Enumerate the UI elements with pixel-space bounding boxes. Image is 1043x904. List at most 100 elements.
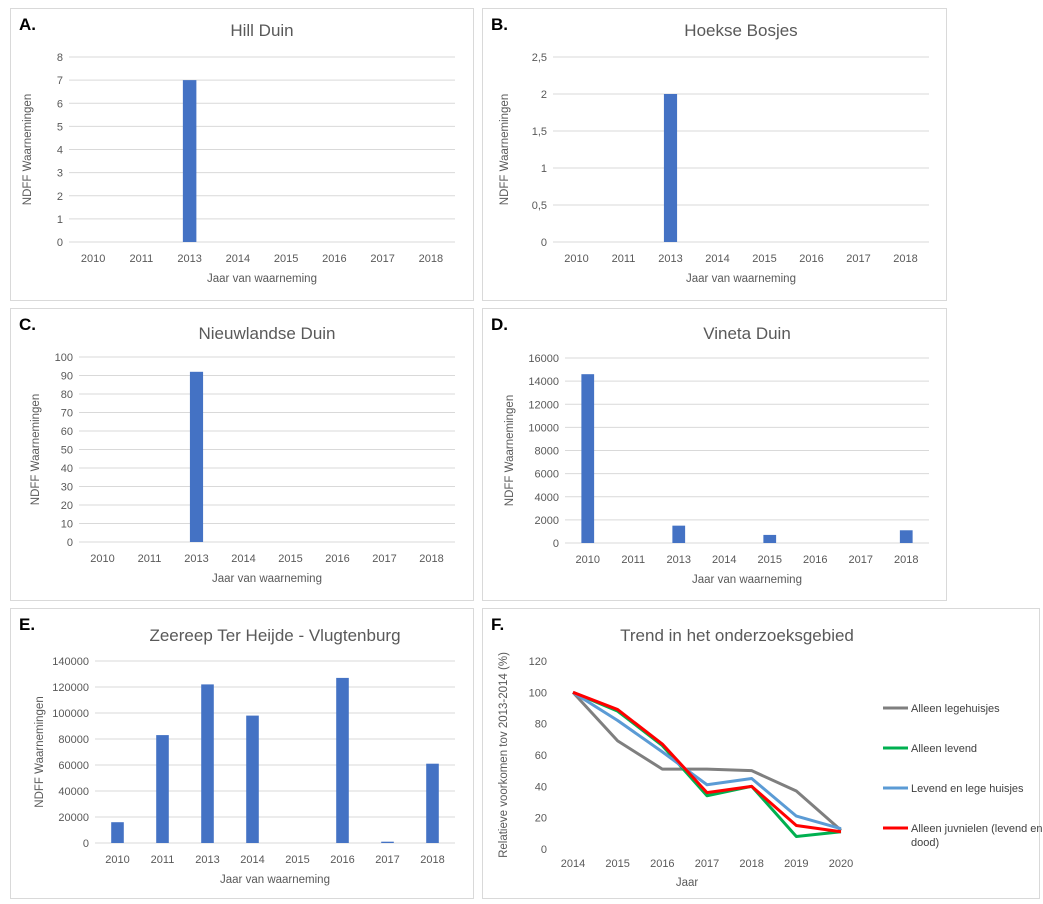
- x-tick-label: 2017: [849, 554, 873, 566]
- chart-title: Trend in het onderzoeksgebied: [620, 626, 854, 645]
- y-tick-label: 1: [541, 163, 547, 175]
- y-tick-label: 6: [57, 98, 63, 110]
- x-tick-label: 2017: [375, 854, 399, 866]
- x-tick-label: 2010: [81, 253, 105, 265]
- chart-svg: Vineta Duin 0 2000 4000 6000 8000 10000 12000 14…: [504, 324, 929, 586]
- x-tick-label: 2019: [784, 858, 808, 870]
- x-tick-label: 2018: [420, 854, 444, 866]
- y-tick-label: 2: [541, 89, 547, 101]
- x-tick-label: 2016: [803, 554, 827, 566]
- chart-panel-vineta-duin: D. Vineta Duin 0 2000 4000 6000 8000 10000 12000…: [482, 308, 947, 601]
- y-tick-label: 0: [553, 538, 559, 550]
- x-tick-label: 2014: [231, 553, 255, 565]
- y-axis-label: NDFF Waarnemingen: [504, 395, 516, 506]
- x-tick-label: 2018: [419, 253, 443, 265]
- x-tick-label: 2016: [325, 553, 349, 565]
- bar-2016: [336, 677, 349, 843]
- panel-letter: B.: [491, 15, 508, 34]
- x-tick-label: 2016: [330, 854, 354, 866]
- x-tick-label: 2010: [105, 854, 129, 866]
- chart-title: Hill Duin: [230, 21, 293, 40]
- chart-panel-zeereep: E. Zeereep Ter Heijde - Vlugtenburg 0 20000…: [10, 608, 474, 899]
- legend-label-line: Alleen juvnielen (levend en: [911, 823, 1042, 835]
- y-tick-label: 2: [57, 191, 63, 203]
- chart-panel-hill-duin: A. Hill Duin 0 1 2 3 4 5 6 7 8 NDFF Waarnemingen 201…: [10, 8, 474, 301]
- x-tick-label: 2013: [667, 554, 691, 566]
- y-tick-label: 90: [61, 371, 73, 383]
- x-tick-label: 2013: [195, 854, 219, 866]
- chart-title: Zeereep Ter Heijde - Vlugtenburg: [149, 626, 400, 645]
- series-line-alleen-levend: [572, 690, 842, 838]
- x-tick-label: 2017: [846, 253, 870, 265]
- series-line-alleen-juvnielen-levend-en-dood: [572, 690, 842, 834]
- panel-letter: A.: [19, 15, 36, 34]
- x-tick-label: 2017: [372, 553, 396, 565]
- y-tick-label: 12000: [528, 399, 559, 411]
- y-tick-label: 40: [535, 781, 547, 793]
- x-tick-label: 2015: [605, 858, 629, 870]
- y-tick-label: 8000: [535, 446, 559, 458]
- x-tick-label: 2014: [712, 554, 736, 566]
- bar-2013: [182, 80, 197, 242]
- y-tick-label: 3: [57, 168, 63, 180]
- legend-label: Alleen levend: [911, 743, 977, 755]
- x-tick-label: 2014: [705, 253, 729, 265]
- bar-2013: [672, 525, 686, 543]
- chart-svg: Nieuwlandse Duin 0 10 20 30 40 50 60 70 80 90 100 ND…: [30, 324, 455, 585]
- panel-letter: F.: [491, 615, 505, 634]
- chart-svg: Zeereep Ter Heijde - Vlugtenburg 0 20000 40…: [34, 626, 455, 886]
- y-tick-label: 0: [67, 537, 73, 549]
- y-tick-label: 60: [61, 426, 73, 438]
- y-tick-label: 16000: [528, 353, 559, 365]
- x-tick-label: 2018: [739, 858, 763, 870]
- y-tick-label: 20: [535, 813, 547, 825]
- y-tick-label: 120: [529, 656, 547, 668]
- x-axis-label: Jaar van waarneming: [220, 874, 330, 886]
- y-tick-label: 20: [61, 500, 73, 512]
- chart-svg: Hill Duin 0 1 2 3 4 5 6 7 8 NDFF Waarnemingen 2010 2…: [22, 21, 455, 285]
- x-tick-label: 2017: [370, 253, 394, 265]
- x-tick-label: 2018: [893, 253, 917, 265]
- x-tick-label: 2014: [226, 253, 250, 265]
- chart-title: Nieuwlandse Duin: [198, 324, 335, 343]
- bar-2010: [581, 374, 595, 543]
- y-tick-label: 100: [55, 352, 73, 364]
- bar-2013: [663, 94, 678, 242]
- y-tick-label: 5: [57, 121, 63, 133]
- panel-letter: E.: [19, 615, 36, 634]
- y-tick-label: 1: [57, 214, 63, 226]
- y-tick-label: 40000: [58, 786, 89, 798]
- x-tick-label: 2014: [561, 858, 585, 870]
- y-tick-label: 20000: [58, 812, 89, 824]
- x-tick-label: 2011: [612, 253, 636, 265]
- x-tick-label: 2011: [138, 553, 162, 565]
- bar-2011: [156, 735, 169, 843]
- y-tick-label: 1,5: [532, 126, 547, 138]
- series-line-levend-en-lege-huisjes: [572, 691, 842, 831]
- legend-label: Levend en lege huisjes: [911, 783, 1024, 795]
- bar-2014: [246, 715, 259, 843]
- x-tick-label: 2011: [130, 253, 154, 265]
- bar-2013: [201, 684, 214, 843]
- bar-2018: [899, 530, 913, 543]
- y-tick-label: 6000: [535, 469, 559, 481]
- y-tick-label: 0: [541, 237, 547, 249]
- x-tick-label: 2015: [758, 554, 782, 566]
- x-tick-label: 2015: [285, 854, 309, 866]
- panel-letter: C.: [19, 315, 36, 334]
- x-tick-label: 2013: [177, 253, 201, 265]
- x-tick-label: 2020: [829, 858, 853, 870]
- y-tick-label: 50: [61, 445, 73, 457]
- y-axis-label: NDFF Waarnemingen: [30, 394, 42, 505]
- y-tick-label: 0: [83, 838, 89, 850]
- bar-2010: [111, 822, 124, 843]
- x-tick-label: 2011: [621, 554, 645, 566]
- bar-2013: [189, 371, 204, 542]
- y-tick-label: 0: [541, 844, 547, 856]
- y-tick-label: 120000: [52, 682, 89, 694]
- y-tick-label: 10000: [528, 422, 559, 434]
- x-tick-label: 2015: [752, 253, 776, 265]
- y-tick-label: 80: [61, 389, 73, 401]
- y-tick-label: 0: [57, 237, 63, 249]
- x-tick-label: 2017: [695, 858, 719, 870]
